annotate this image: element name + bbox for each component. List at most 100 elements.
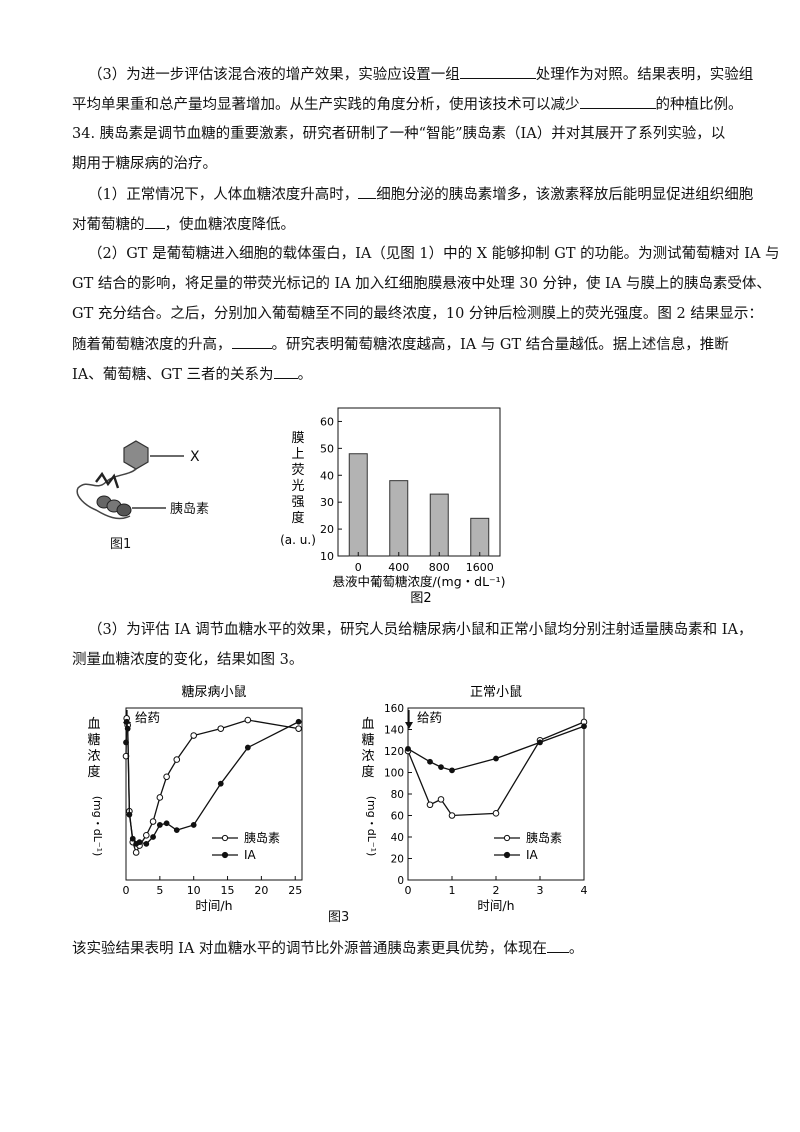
x-tick-label: 10 xyxy=(187,884,201,897)
data-point xyxy=(163,773,170,781)
data-point xyxy=(143,831,150,839)
q34-stem-line1: 34. 胰岛素是调节血糖的重要激素，研究者研制了一种“智能”胰岛素（IA）并对其… xyxy=(72,126,726,142)
answer-blank[interactable] xyxy=(459,64,536,79)
data-point xyxy=(129,835,136,842)
y-tick-label: 40 xyxy=(391,832,404,844)
data-point xyxy=(427,758,433,765)
y-axis-label-char: 荧 xyxy=(291,463,304,478)
y-axis-label-char: 光 xyxy=(291,479,304,494)
answer-blank[interactable] xyxy=(231,334,272,349)
x-tick-label: 800 xyxy=(429,561,450,574)
final-line: 该实验结果表明 IA 对血糖水平的调节比外源普通胰岛素更具优势，体现在。 xyxy=(72,938,583,959)
legend-label: IA xyxy=(244,848,257,862)
plot-frame xyxy=(407,707,585,881)
data-point xyxy=(438,764,444,771)
bar xyxy=(429,493,449,557)
y-axis-unit: (mg・dL⁻¹) xyxy=(365,796,378,857)
x-tick-label: 4 xyxy=(581,884,588,897)
data-point xyxy=(150,834,156,840)
y-tick-label: 30 xyxy=(320,496,334,509)
x-tick-label: 1600 xyxy=(466,561,494,574)
data-point xyxy=(581,723,587,730)
figure-1: X 胰岛素 图1 xyxy=(76,440,209,552)
figure-3-caption: 图3 xyxy=(328,910,350,925)
legend-marker xyxy=(503,834,511,842)
q2-line3: GT 充分结合。之后，分别加入葡萄糖至不同的最终浓度，10 分钟后检测膜上的荧光… xyxy=(72,306,763,322)
q2-line1: （2）GT 是葡萄糖进入细胞的载体蛋白，IA（见图 1）中的 X 能够抑制 GT… xyxy=(88,246,780,262)
data-point xyxy=(156,794,164,801)
data-point xyxy=(124,725,131,732)
q3-line1: （3）为评估 IA 调节血糖水平的效果，研究人员给糖尿病小鼠和正常小鼠均分别注射… xyxy=(88,622,753,638)
data-point xyxy=(426,801,434,809)
data-point xyxy=(173,756,181,763)
y-axis-label-char: 上 xyxy=(291,447,304,462)
q3-prev-line1: （3）为进一步评估该混合液的增产效果，实验应设置一组 处理作为对照。结果表明，实验… xyxy=(88,64,753,85)
data-point xyxy=(123,718,130,725)
bar xyxy=(389,480,409,557)
answer-blank[interactable] xyxy=(358,184,377,199)
y-tick-label: 50 xyxy=(320,442,334,455)
y-tick-label: 20 xyxy=(391,854,404,866)
data-point xyxy=(493,755,499,762)
legend-marker xyxy=(221,834,229,842)
label-x: X xyxy=(190,449,200,465)
x-tick-label: 0 xyxy=(405,884,412,897)
y-axis-label-char: 血 xyxy=(361,717,374,732)
data-point xyxy=(448,812,456,819)
x-tick-label: 0 xyxy=(123,884,130,897)
y-tick-label: 160 xyxy=(384,703,404,715)
answer-blank[interactable] xyxy=(144,214,165,229)
y-tick-label: 120 xyxy=(384,746,404,758)
answer-blank[interactable] xyxy=(273,364,298,379)
y-tick-label: 20 xyxy=(320,523,334,536)
answer-blank[interactable] xyxy=(546,938,569,953)
bar xyxy=(348,453,368,557)
answer-blank[interactable] xyxy=(579,94,656,109)
x-axis-label: 时间/h xyxy=(477,898,514,913)
x-tick-label: 15 xyxy=(221,884,235,897)
chart-title: 糖尿病小鼠 xyxy=(181,684,246,700)
helix-coil xyxy=(96,495,132,517)
data-point xyxy=(173,827,180,834)
x-group-hexagon xyxy=(123,440,149,470)
q2-line2: GT 结合的影响，将足量的带荧光标记的 IA 加入红细胞膜悬液中处理 30 分钟… xyxy=(72,276,771,292)
y-tick-label: 10 xyxy=(320,550,334,563)
q2-line4: 随着葡萄糖浓度的升高， 。研究表明葡萄糖浓度越高，IA 与 GT 结合量越低。据上… xyxy=(72,334,729,355)
y-axis-label-char: 浓 xyxy=(361,749,374,764)
q1-line1: （1）正常情况下，人体血糖浓度升高时， 细胞分泌的胰岛素增多，该激素释放后能明显促… xyxy=(88,184,753,205)
x-tick-label: 3 xyxy=(537,884,544,897)
data-point xyxy=(149,818,157,825)
data-point xyxy=(136,839,143,846)
x-tick-label: 2 xyxy=(493,884,500,897)
data-point xyxy=(449,767,455,774)
q1-line2: 对葡萄糖的 ，使血糖浓度降低。 xyxy=(72,214,295,235)
data-point xyxy=(156,822,163,828)
y-tick-label: 80 xyxy=(391,789,404,801)
x-tick-label: 20 xyxy=(254,884,268,897)
y-tick-label: 60 xyxy=(391,811,404,823)
label-insulin: 胰岛素 xyxy=(170,501,209,517)
figure-2-caption: 图2 xyxy=(410,591,431,606)
y-tick-label: 100 xyxy=(384,768,404,780)
y-tick-label: 40 xyxy=(320,469,334,482)
plot-frame xyxy=(125,707,303,881)
y-axis-label-char: 膜 xyxy=(291,431,304,446)
legend-label: IA xyxy=(526,848,539,862)
data-point xyxy=(190,822,197,828)
y-axis-label-char: 度 xyxy=(291,510,304,526)
data-point xyxy=(537,739,543,746)
data-point xyxy=(244,744,251,751)
legend-marker xyxy=(503,851,511,859)
chart-title: 正常小鼠 xyxy=(470,685,522,700)
x-axis-label: 悬液中葡萄糖浓度/(mg・dL⁻¹) xyxy=(332,574,505,589)
dose-arrow-head xyxy=(405,722,413,729)
data-point xyxy=(190,732,197,739)
dose-annotation: 给药 xyxy=(135,710,160,725)
plot-frame xyxy=(337,407,501,557)
y-axis-label-char: 度 xyxy=(361,764,374,780)
data-point xyxy=(163,820,170,827)
x-axis-label: 时间/h xyxy=(195,898,232,913)
